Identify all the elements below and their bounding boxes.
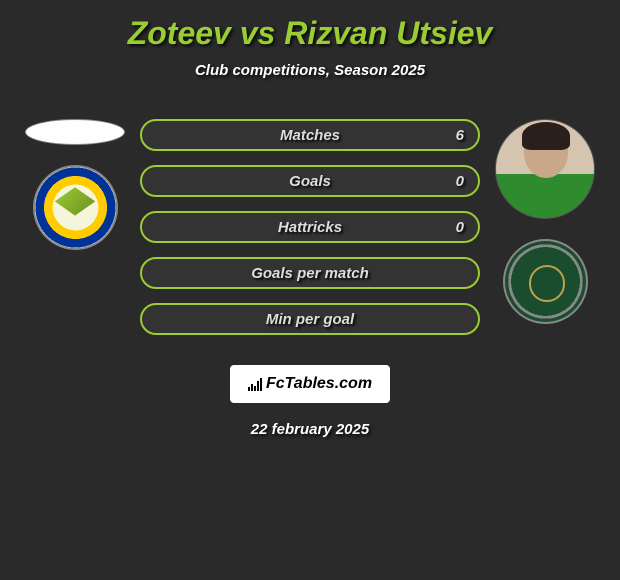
site-name: FcTables.com	[266, 375, 372, 393]
page-title: Zoteev vs Rizvan Utsiev	[0, 15, 620, 52]
player-left-column	[20, 119, 130, 250]
stat-label: Goals per match	[251, 265, 369, 282]
stats-column: Matches 6 Goals 0 Hattricks 0 Goals per …	[140, 119, 480, 335]
logo-content: FcTables.com	[248, 375, 372, 393]
stat-value: 0	[456, 173, 464, 190]
date-text: 22 february 2025	[0, 421, 620, 438]
comparison-card: Zoteev vs Rizvan Utsiev Club competition…	[0, 0, 620, 448]
stat-value: 0	[456, 219, 464, 236]
stat-bar-gpm: Goals per match	[140, 257, 480, 289]
stat-bar-goals: Goals 0	[140, 165, 480, 197]
player-right-column	[490, 119, 600, 324]
stat-label: Matches	[280, 127, 340, 144]
club-badge-left	[33, 165, 118, 250]
stat-bar-hattricks: Hattricks 0	[140, 211, 480, 243]
player-left-photo	[25, 119, 125, 145]
site-logo: FcTables.com	[230, 365, 390, 403]
bar-chart-icon	[248, 377, 262, 391]
stat-label: Goals	[289, 173, 331, 190]
main-content: Matches 6 Goals 0 Hattricks 0 Goals per …	[0, 119, 620, 335]
club-badge-right	[503, 239, 588, 324]
footer: FcTables.com 22 february 2025	[0, 365, 620, 438]
stat-value: 6	[456, 127, 464, 144]
subtitle: Club competitions, Season 2025	[0, 62, 620, 79]
stat-label: Min per goal	[266, 311, 354, 328]
stat-bar-mpg: Min per goal	[140, 303, 480, 335]
stat-bar-matches: Matches 6	[140, 119, 480, 151]
player-right-photo	[495, 119, 595, 219]
stat-label: Hattricks	[278, 219, 342, 236]
